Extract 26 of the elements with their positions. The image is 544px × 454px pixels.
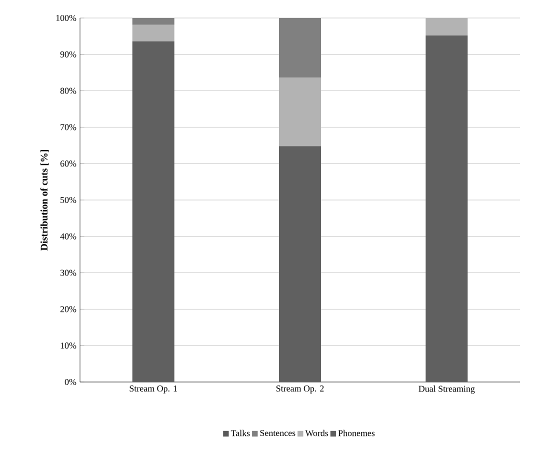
bar <box>132 24 174 42</box>
y-tick-label: 40% <box>60 233 76 240</box>
bar <box>132 18 174 25</box>
y-tick-label: 60% <box>60 160 76 167</box>
y-tick-label: 0% <box>64 378 76 386</box>
legend-label: Talks <box>230 430 250 436</box>
y-tick-label: 100% <box>56 14 76 22</box>
bar <box>279 146 322 382</box>
y-axis-title: Distribution of cuts [%] <box>40 150 49 251</box>
y-tick-label: 30% <box>60 270 76 276</box>
y-tick-label: 20% <box>60 306 76 312</box>
bar <box>426 35 468 382</box>
legend-label: Sentences <box>260 430 296 436</box>
y-tick-label: 50% <box>60 196 76 204</box>
legend-label: Phonemes <box>338 430 375 436</box>
y-tick-label: 90% <box>60 51 76 58</box>
y-tick-label: 10% <box>60 342 76 349</box>
y-tick-label: 80% <box>60 88 76 94</box>
legend-label: Words <box>305 430 328 436</box>
x-tick-label: Dual Streaming <box>418 386 475 394</box>
bar <box>279 18 322 78</box>
y-tick-label: 70% <box>60 124 76 130</box>
x-tick-label: Stream Op. 2 <box>276 386 324 394</box>
bar <box>132 41 174 382</box>
bar <box>279 78 322 146</box>
x-tick-label: Stream Op. 1 <box>130 386 177 394</box>
